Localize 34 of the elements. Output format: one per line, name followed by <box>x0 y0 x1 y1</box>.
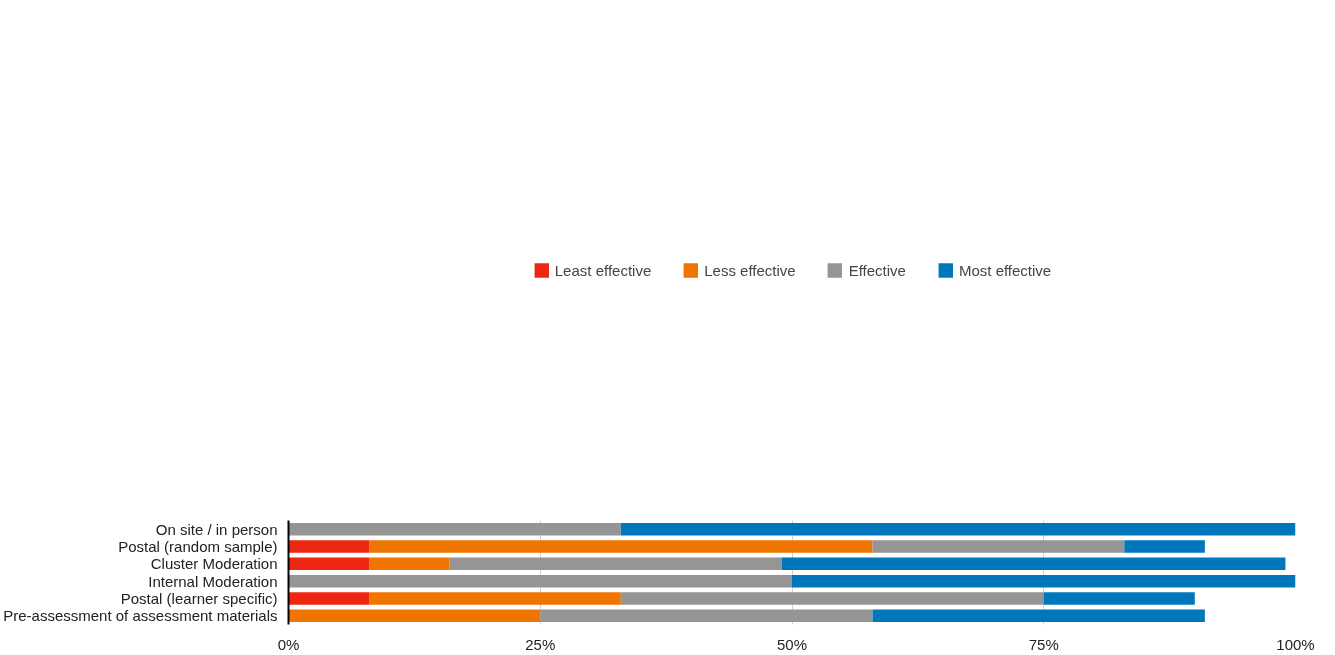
bar <box>288 522 621 536</box>
x-tick-label: 25% <box>525 635 556 653</box>
y-tick-label: Internal Moderation <box>148 572 278 590</box>
y-tick-label: Postal (learner specific) <box>120 590 278 607</box>
bar <box>872 540 1125 553</box>
bar <box>1124 540 1205 553</box>
bar <box>288 557 370 571</box>
x-tick-label: 100% <box>1276 635 1315 653</box>
bar <box>288 592 370 605</box>
bar <box>449 557 782 571</box>
bar <box>369 557 450 571</box>
legend-label: Effective <box>848 261 906 279</box>
y-tick-label: Pre-assessment of assessment materials <box>3 607 278 625</box>
x-tick-label: 50% <box>776 635 808 653</box>
bar <box>288 609 541 623</box>
x-tick-label: 0% <box>277 635 300 653</box>
bar <box>369 540 873 553</box>
y-tick-label: Postal (random sample) <box>118 538 278 555</box>
bar <box>872 609 1205 623</box>
bar <box>781 557 1286 571</box>
legend-label: Most effective <box>958 261 1052 279</box>
bar <box>288 574 792 588</box>
bar <box>620 522 1296 536</box>
bar <box>1043 592 1195 605</box>
bar <box>792 574 1296 588</box>
bar <box>369 592 621 605</box>
x-tick-label: 75% <box>1028 635 1059 653</box>
bar <box>620 592 1044 605</box>
y-tick-label: Cluster Moderation <box>150 555 278 573</box>
legend-label: Least effective <box>554 261 652 279</box>
bar <box>540 609 873 623</box>
y-tick-label: On site / in person <box>155 520 278 538</box>
legend-label: Less effective <box>704 261 796 279</box>
bar <box>288 540 370 553</box>
